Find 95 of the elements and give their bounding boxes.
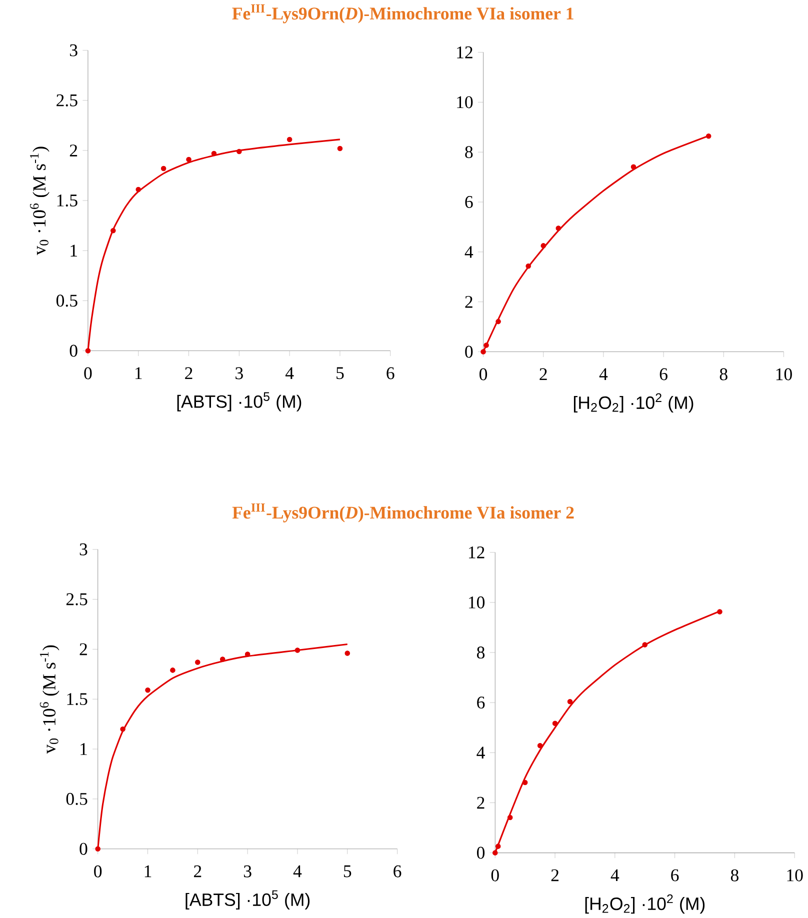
point — [85, 348, 91, 354]
x-tick-label: 6 — [660, 368, 668, 380]
x-tick-label: 0 — [94, 865, 102, 878]
x-tick-label: 4 — [599, 368, 608, 380]
point — [110, 228, 116, 234]
point — [211, 150, 217, 156]
x-axis-title: [H$_{2}$O$_{2}$] ·10$^{2}$ (M) — [585, 894, 705, 914]
y-tick-label: 12 — [457, 46, 472, 58]
y-tick-label: 2 — [80, 643, 87, 656]
x-tick-label: 10 — [776, 368, 792, 380]
x-tick-label: 6 — [394, 865, 402, 878]
x-tick-label: 2 — [540, 368, 547, 380]
point — [537, 743, 543, 748]
point — [244, 652, 250, 657]
y-tick-label: 6 — [477, 696, 485, 709]
y-tick-label: 4 — [476, 746, 485, 759]
y-tick-label: 10 — [457, 96, 473, 108]
y-axis-title: v$_{0}$ ·10$^{6}$ (M s$^{-1}$) — [40, 645, 60, 754]
point — [186, 156, 192, 162]
x-tick-label: 10 — [787, 869, 803, 882]
y-tick-label: 0.5 — [56, 294, 78, 307]
point — [508, 814, 513, 820]
point — [496, 844, 501, 849]
y-tick-label: 6 — [465, 196, 473, 208]
point — [630, 164, 636, 170]
point — [522, 780, 528, 786]
y-axis-title: v$_{0}$ ·10$^{6}$ (M s$^{-1}$) — [30, 146, 50, 256]
y-tick-label: 0 — [465, 346, 473, 358]
point — [526, 264, 532, 269]
y-tick-label: 0 — [80, 842, 88, 855]
point — [480, 349, 486, 354]
point — [484, 342, 489, 348]
x-tick-label: 6 — [386, 367, 394, 380]
y-tick-label: 8 — [477, 646, 485, 659]
point — [136, 186, 142, 192]
y-tick-label: 0.5 — [66, 792, 88, 805]
x-axis-title: [H$_{2}$O$_{2}$] ·10$^{2}$ (M) — [574, 393, 694, 413]
point — [120, 726, 126, 732]
y-tick-label: 1 — [80, 743, 87, 755]
y-tick-label: 3 — [70, 44, 78, 56]
point — [195, 660, 200, 665]
point — [145, 688, 150, 693]
point — [552, 720, 558, 726]
point — [706, 134, 712, 139]
point — [236, 148, 242, 154]
y-tick-label: 2 — [70, 144, 78, 156]
point — [160, 166, 166, 172]
x-tick-label: 2 — [185, 367, 192, 380]
point — [556, 226, 562, 231]
x-tick-label: 3 — [244, 865, 252, 878]
point — [95, 846, 101, 852]
x-tick-label: 4 — [286, 367, 294, 379]
point — [294, 648, 300, 653]
y-tick-label: 1 — [70, 244, 78, 256]
x-tick-label: 3 — [236, 367, 243, 380]
y-tick-label: 0 — [70, 344, 78, 357]
x-tick-label: 6 — [671, 869, 679, 882]
chart-title: Fe$^{III}$-Lys9Orn(D)-Mimochrome VIa isomer 1 — [232, 4, 574, 24]
y-tick-label: 1.5 — [57, 194, 78, 207]
point — [642, 642, 648, 648]
point — [337, 146, 343, 152]
y-tick-label: 2.5 — [56, 94, 78, 106]
x-axis-title: [ABTS] ·10$^{5}$ (M) — [177, 392, 302, 412]
x-tick-label: 2 — [194, 865, 202, 878]
x-tick-label: 4 — [610, 869, 620, 882]
y-tick-label: 10 — [469, 596, 485, 608]
point — [540, 243, 546, 248]
point — [496, 318, 501, 324]
x-tick-label: 8 — [720, 368, 728, 380]
x-tick-label: 4 — [293, 865, 302, 878]
point — [717, 609, 722, 614]
y-tick-label: 2 — [477, 796, 484, 809]
chart-title: Fe$^{III}$-Lys9Orn(D)-Mimochrome VIa isomer 2 — [232, 503, 574, 522]
x-tick-label: 2 — [551, 869, 559, 882]
y-tick-label: 3 — [80, 543, 88, 556]
y-tick-label: 2.5 — [66, 593, 88, 606]
point — [170, 668, 176, 673]
x-axis-title: [ABTS] ·10$^{5}$ (M) — [186, 890, 310, 910]
point — [567, 698, 573, 704]
y-tick-label: 1.5 — [67, 693, 88, 706]
y-tick-label: 4 — [464, 246, 474, 258]
point — [492, 850, 498, 856]
x-tick-label: 5 — [336, 367, 344, 380]
y-tick-label: 8 — [465, 146, 473, 158]
x-tick-label: 5 — [344, 865, 352, 878]
y-tick-label: 2 — [465, 296, 472, 308]
point — [220, 656, 226, 662]
y-tick-label: 0 — [477, 846, 485, 859]
x-tick-label: 8 — [730, 869, 739, 882]
point — [286, 136, 292, 142]
x-tick-label: 0 — [491, 869, 499, 882]
x-tick-label: 1 — [144, 865, 152, 878]
y-tick-label: 12 — [469, 546, 484, 558]
point — [344, 650, 350, 656]
x-tick-label: 1 — [136, 367, 142, 380]
